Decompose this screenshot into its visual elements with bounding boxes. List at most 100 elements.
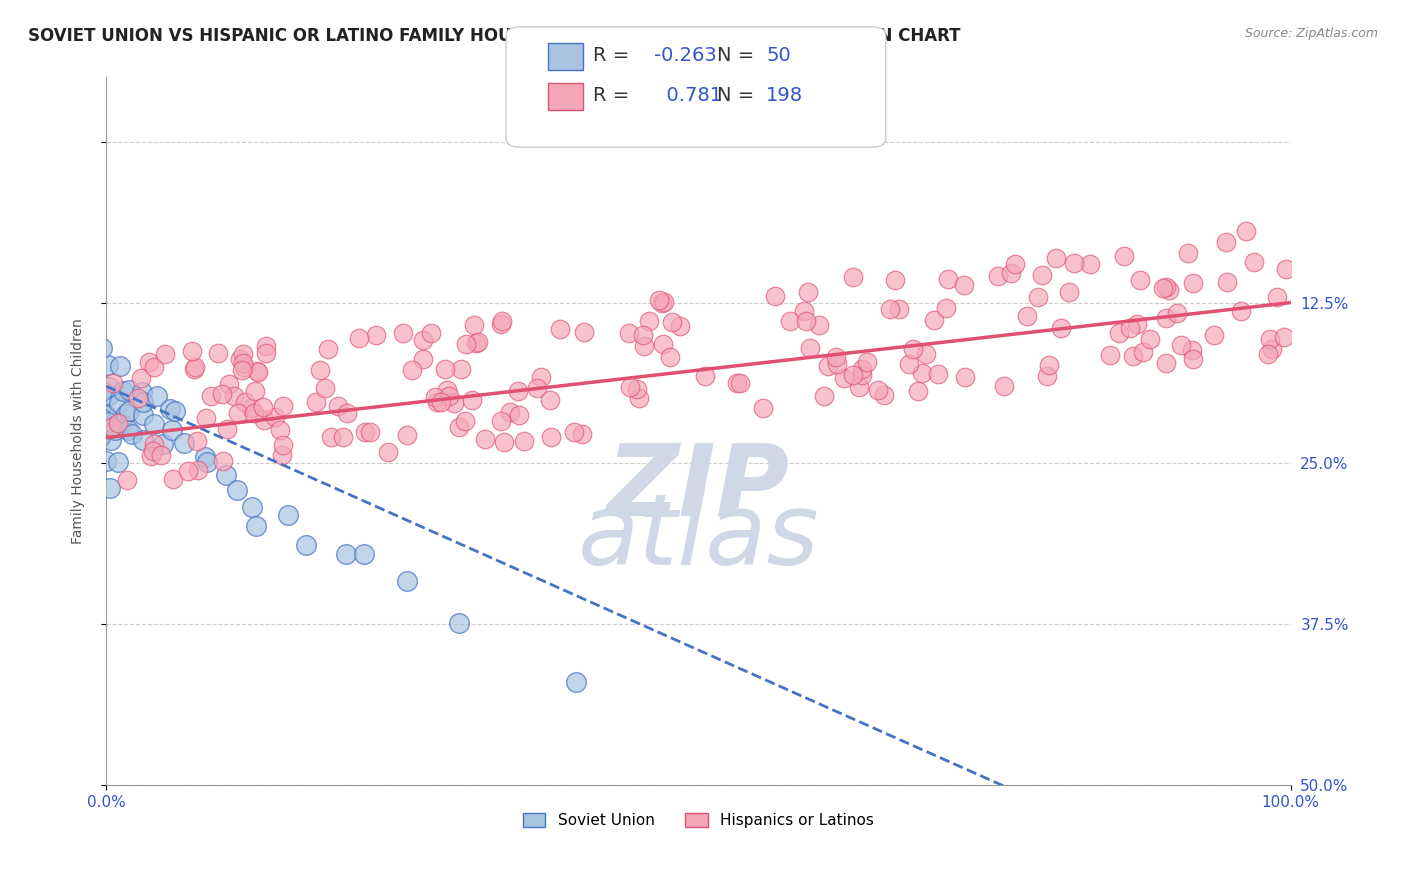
Point — [633, 339, 655, 353]
Point — [118, 383, 141, 397]
Point — [314, 381, 336, 395]
Point — [695, 368, 717, 383]
Point — [1078, 257, 1101, 271]
Point — [211, 386, 233, 401]
Point — [127, 391, 149, 405]
Point — [817, 359, 839, 373]
Point — [254, 346, 277, 360]
Point — [195, 455, 218, 469]
Point — [825, 350, 848, 364]
Text: atlas: atlas — [578, 489, 820, 586]
Point — [326, 400, 349, 414]
Point — [454, 414, 477, 428]
Point — [513, 434, 536, 448]
Point — [1126, 318, 1149, 332]
Point — [114, 407, 136, 421]
Point — [993, 379, 1015, 393]
Point — [228, 352, 250, 367]
Point — [187, 463, 209, 477]
Point — [226, 406, 249, 420]
Point — [98, 388, 121, 402]
Point — [659, 350, 682, 364]
Point — [294, 538, 316, 552]
Point — [246, 364, 269, 378]
Point — [884, 272, 907, 286]
Point — [1265, 290, 1288, 304]
Point — [412, 351, 434, 366]
Point — [245, 384, 267, 398]
Point — [922, 312, 945, 326]
Point — [1154, 310, 1177, 325]
Point — [1234, 223, 1257, 237]
Point — [1132, 345, 1154, 359]
Point — [1154, 355, 1177, 369]
Point — [247, 365, 270, 379]
Point — [240, 401, 263, 415]
Point — [129, 371, 152, 385]
Point — [571, 427, 593, 442]
Point — [215, 467, 238, 482]
Point — [460, 392, 482, 407]
Text: R =: R = — [593, 86, 636, 105]
Point — [1129, 273, 1152, 287]
Point — [437, 389, 460, 403]
Point — [91, 419, 114, 434]
Point — [96, 454, 118, 468]
Point — [218, 376, 240, 391]
Point — [420, 326, 443, 340]
Point — [1015, 309, 1038, 323]
Point — [98, 481, 121, 495]
Point — [465, 336, 488, 351]
Point — [152, 437, 174, 451]
Point — [927, 368, 949, 382]
Point — [474, 432, 496, 446]
Point — [1119, 321, 1142, 335]
Point — [661, 315, 683, 329]
Point — [253, 413, 276, 427]
Point — [359, 425, 381, 439]
Point — [90, 411, 112, 425]
Point — [953, 277, 976, 292]
Point — [138, 355, 160, 369]
Point — [186, 434, 208, 448]
Point — [142, 417, 165, 432]
Point — [506, 384, 529, 398]
Legend: Soviet Union, Hispanics or Latinos: Soviet Union, Hispanics or Latinos — [516, 806, 880, 834]
Point — [793, 304, 815, 318]
Point — [97, 358, 120, 372]
Point — [1108, 326, 1130, 340]
Text: 0.781: 0.781 — [654, 86, 721, 105]
Point — [1216, 276, 1239, 290]
Point — [335, 547, 357, 561]
Point — [1050, 320, 1073, 334]
Point — [377, 445, 399, 459]
Point — [827, 357, 849, 371]
Point — [728, 376, 751, 391]
Point — [98, 420, 121, 434]
Point — [651, 295, 673, 310]
Point — [336, 406, 359, 420]
Point — [842, 368, 865, 383]
Point — [626, 382, 648, 396]
Point — [401, 363, 423, 377]
Point — [1260, 332, 1282, 346]
Point — [903, 342, 925, 356]
Text: Source: ZipAtlas.com: Source: ZipAtlas.com — [1244, 27, 1378, 40]
Point — [107, 416, 129, 430]
Point — [1004, 258, 1026, 272]
Point — [183, 359, 205, 374]
Point — [395, 428, 418, 442]
Point — [489, 414, 512, 428]
Point — [429, 395, 451, 409]
Point — [1152, 281, 1174, 295]
Point — [907, 384, 929, 398]
Point — [633, 328, 655, 343]
Point — [1036, 368, 1059, 383]
Point — [364, 328, 387, 343]
Point — [277, 508, 299, 523]
Point — [142, 359, 165, 374]
Point — [872, 388, 894, 402]
Text: N =: N = — [717, 45, 761, 65]
Point — [1181, 276, 1204, 290]
Point — [89, 402, 111, 417]
